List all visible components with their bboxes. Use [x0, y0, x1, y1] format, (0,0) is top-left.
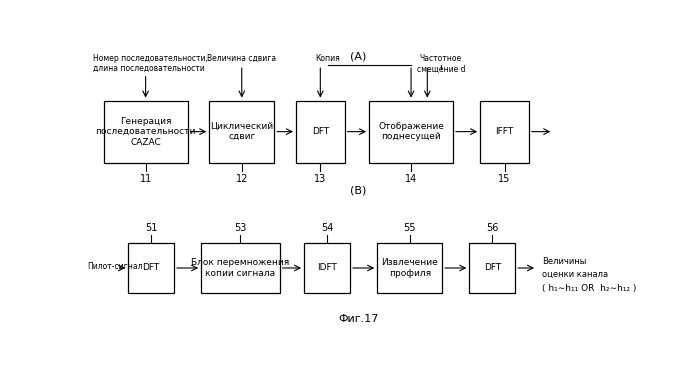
FancyBboxPatch shape — [128, 243, 174, 293]
Text: (A): (A) — [350, 51, 366, 61]
Text: 56: 56 — [486, 224, 498, 233]
Text: Частотное
смещение d: Частотное смещение d — [417, 54, 465, 73]
Text: Фиг.17: Фиг.17 — [338, 314, 378, 324]
FancyBboxPatch shape — [369, 101, 453, 163]
Text: IFFT: IFFT — [496, 127, 514, 136]
Text: Величины: Величины — [542, 257, 586, 266]
FancyBboxPatch shape — [201, 243, 280, 293]
Text: DFT: DFT — [143, 264, 159, 272]
Text: оценки канала: оценки канала — [542, 269, 609, 279]
Text: Извлечение
профиля: Извлечение профиля — [382, 258, 438, 278]
FancyBboxPatch shape — [377, 243, 442, 293]
Text: Генерация
последовательности
CAZAC: Генерация последовательности CAZAC — [96, 117, 196, 146]
Text: DFT: DFT — [484, 264, 501, 272]
Text: 55: 55 — [403, 224, 416, 233]
Text: Величина сдвига: Величина сдвига — [207, 54, 276, 63]
Text: 15: 15 — [498, 174, 511, 184]
Text: Копия: Копия — [315, 54, 340, 63]
Text: Пилот-сигнал: Пилот-сигнал — [87, 262, 143, 271]
Text: 53: 53 — [234, 224, 247, 233]
Text: DFT: DFT — [312, 127, 329, 136]
Text: Циклический
сдвиг: Циклический сдвиг — [210, 122, 273, 141]
FancyBboxPatch shape — [103, 101, 187, 163]
Text: Отображение
поднесущей: Отображение поднесущей — [378, 122, 444, 141]
Text: 13: 13 — [314, 174, 326, 184]
Text: IDFT: IDFT — [317, 264, 337, 272]
Text: 54: 54 — [321, 224, 333, 233]
Text: 12: 12 — [236, 174, 248, 184]
FancyBboxPatch shape — [209, 101, 274, 163]
Text: 51: 51 — [145, 224, 157, 233]
Text: 14: 14 — [405, 174, 417, 184]
Text: ( h₁∼h₁₁ OR  h₂∼h₁₂ ): ( h₁∼h₁₁ OR h₂∼h₁₂ ) — [542, 284, 637, 292]
Text: 11: 11 — [140, 174, 152, 184]
FancyBboxPatch shape — [480, 101, 529, 163]
FancyBboxPatch shape — [296, 101, 345, 163]
Text: Блок перемножения
копии сигнала: Блок перемножения копии сигнала — [192, 258, 289, 278]
Text: Номер последовательности,
длина последовательности: Номер последовательности, длина последов… — [93, 54, 208, 73]
FancyBboxPatch shape — [469, 243, 515, 293]
FancyBboxPatch shape — [304, 243, 350, 293]
Text: (B): (B) — [350, 185, 366, 195]
